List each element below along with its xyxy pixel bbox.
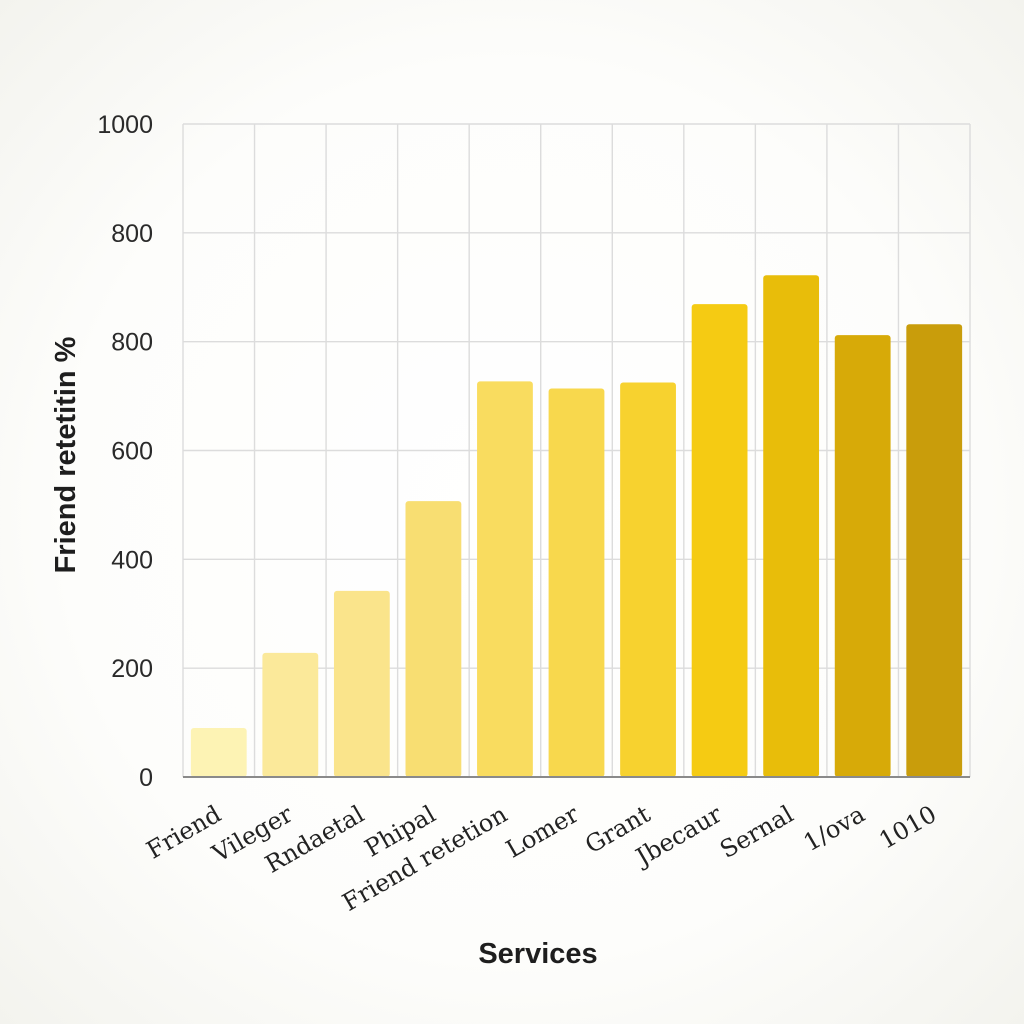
y-axis-title: Friend retetitin % (50, 336, 82, 573)
bar (691, 304, 748, 777)
bar (405, 501, 462, 777)
y-tick-labels: 0 200 400 600 800 800 1000 (97, 111, 153, 792)
bar (262, 652, 319, 777)
y-tick-label: 800 (111, 220, 153, 248)
bar (333, 590, 390, 777)
x-axis-title: Services (478, 938, 597, 970)
bar (763, 275, 820, 777)
bar (620, 382, 676, 777)
x-tick-label: Lomer (501, 800, 584, 864)
y-tick-label: 1000 (97, 111, 153, 139)
bar (906, 324, 963, 777)
bar (834, 335, 891, 777)
bar (477, 381, 533, 777)
y-tick-label: 600 (111, 438, 153, 466)
y-tick-label: 800 (111, 329, 153, 357)
bar (548, 388, 605, 777)
x-tick-label: 1010 (874, 800, 941, 855)
x-tick-label: Sernal (715, 800, 798, 864)
x-tick-label: 1/ova (799, 800, 870, 857)
y-tick-label: 400 (111, 546, 153, 574)
y-tick-label: 200 (111, 655, 153, 683)
y-tick-label: 0 (139, 764, 153, 792)
bars (190, 275, 963, 777)
bar (190, 728, 247, 777)
